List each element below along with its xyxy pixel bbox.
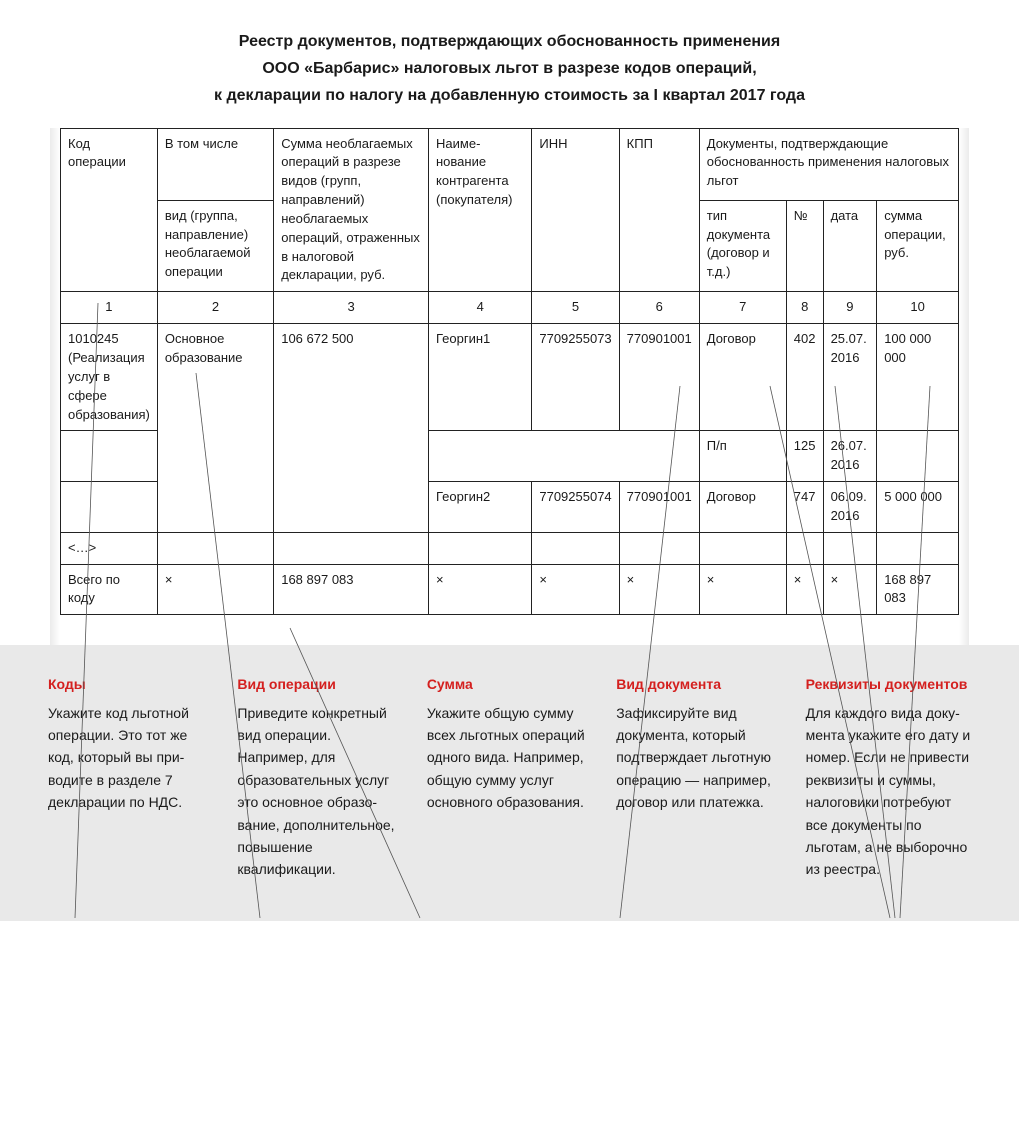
cell-counterparty: Георгин2 [429,482,532,533]
th-kpp: КПП [619,128,699,292]
cell-total-sum10: 168 897 083 [877,564,959,615]
cell-doc-type: П/п [699,431,786,482]
cell-doc-sum: 5 000 000 [877,482,959,533]
th-docs-group: Документы, подтверждающие обоснованность… [699,128,958,200]
cell-doc-no: 402 [786,324,823,431]
callout-title: Вид документа [616,673,781,695]
colnum-10: 10 [877,292,959,324]
callout-body: Для каждого вида доку­мента укажите его … [806,702,971,881]
cell-cross: × [699,564,786,615]
cell-kpp: 770901001 [619,324,699,431]
cell-doc-date: 25.07. 2016 [823,324,877,431]
colnum-2: 2 [157,292,273,324]
title-line-1: Реестр документов, подтверждающих обосно… [0,28,1019,55]
cell-doc-sum: 100 000 000 [877,324,959,431]
th-doc-type: тип документа (договор и т.д.) [699,200,786,292]
ellipsis-row: <…> [61,532,959,564]
cell-total-sum3: 168 897 083 [274,564,429,615]
callout-title: Вид операции [237,673,402,695]
cell-doc-type: Договор [699,324,786,431]
cell-empty [619,532,699,564]
cell-cross: × [823,564,877,615]
cell-code: 1010245 (Реализация услуг в сфере образо… [61,324,158,431]
callout-body: Приведите кон­кретный вид опе­рации. Нап… [237,702,402,881]
cell-ellipsis: <…> [61,532,158,564]
callout-title: Реквизиты документов [806,673,971,695]
cell-empty [61,482,158,533]
colnum-9: 9 [823,292,877,324]
th-doc-date: дата [823,200,877,292]
page-shadow-left [50,128,60,646]
th-sum: Сумма необлагаемых операций в разрезе ви… [274,128,429,292]
colnum-1: 1 [61,292,158,324]
registry-table: Код операции В том числе Сумма необлагае… [60,128,959,616]
th-including-sub: вид (группа, направление) необлагаемой о… [157,200,273,292]
cell-kpp: 770901001 [619,482,699,533]
cell-empty [61,431,158,482]
th-code: Код операции [61,128,158,292]
callout-title: Сумма [427,673,592,695]
callout-body: Укажите код льготной операции. Это тот ж… [48,702,213,814]
cell-cross: × [786,564,823,615]
colnum-7: 7 [699,292,786,324]
colnum-8: 8 [786,292,823,324]
cell-doc-no: 747 [786,482,823,533]
callout-codes: Коды Укажите код льготной операции. Это … [48,673,213,881]
cell-empty [532,532,619,564]
cell-cross: × [532,564,619,615]
cell-counterparty: Георгин1 [429,324,532,431]
cell-sum: 106 672 500 [274,324,429,533]
cell-doc-date: 06.09. 2016 [823,482,877,533]
cell-empty [699,532,786,564]
cell-doc-no: 125 [786,431,823,482]
cell-empty [877,431,959,482]
colnum-3: 3 [274,292,429,324]
colnum-5: 5 [532,292,619,324]
colnum-6: 6 [619,292,699,324]
cell-doc-type: Договор [699,482,786,533]
table-row: 1010245 (Реализация услуг в сфере образо… [61,324,959,431]
cell-cross: × [157,564,273,615]
callouts-section: Коды Укажите код льготной операции. Это … [0,645,1019,921]
cell-empty [157,532,273,564]
callout-body: Укажите общую сумму всех льготных операц… [427,702,592,814]
cell-empty [274,532,429,564]
th-including-top: В том числе [157,128,273,200]
cell-doc-date: 26.07. 2016 [823,431,877,482]
cell-empty [429,532,532,564]
cell-inn: 7709255073 [532,324,619,431]
title-line-2: ООО «Барбарис» налоговых льгот в разрезе… [0,55,1019,82]
th-doc-no: № [786,200,823,292]
cell-cross: × [619,564,699,615]
cell-empty [823,532,877,564]
cell-cross: × [429,564,532,615]
cell-inn: 7709255074 [532,482,619,533]
callouts-row: Коды Укажите код льготной операции. Это … [48,673,971,881]
cell-empty [786,532,823,564]
table-wrap: Код операции В том числе Сумма необлагае… [0,128,1019,646]
callout-sum: Сумма Укажите общую сумму всех льготных … [427,673,592,881]
callout-doc-details: Реквизиты документов Для каждого вида до… [806,673,971,881]
total-row: Всего по коду × 168 897 083 × × × × × × … [61,564,959,615]
cell-kind: Основное образование [157,324,273,533]
header-row-1: Код операции В том числе Сумма необлагае… [61,128,959,200]
title-block: Реестр документов, подтверждающих обосно… [0,28,1019,110]
column-number-row: 1 2 3 4 5 6 7 8 9 10 [61,292,959,324]
title-line-3: к декларации по налогу на добавленную ст… [0,82,1019,109]
th-inn: ИНН [532,128,619,292]
th-doc-sum: сумма операции, руб. [877,200,959,292]
th-counterparty: Наиме­нование контрагента (покупателя) [429,128,532,292]
callout-body: Зафиксируйте вид документа, который подт… [616,702,781,814]
page-shadow-right [959,128,969,646]
cell-total-label: Всего по коду [61,564,158,615]
colnum-4: 4 [429,292,532,324]
cell-empty [429,431,700,482]
callout-doc-kind: Вид документа Зафиксируйте вид документа… [616,673,781,881]
callout-operation-kind: Вид операции Приведите кон­кретный вид о… [237,673,402,881]
callout-title: Коды [48,673,213,695]
cell-empty [877,532,959,564]
document-upper: Реестр документов, подтверждающих обосно… [0,0,1019,645]
